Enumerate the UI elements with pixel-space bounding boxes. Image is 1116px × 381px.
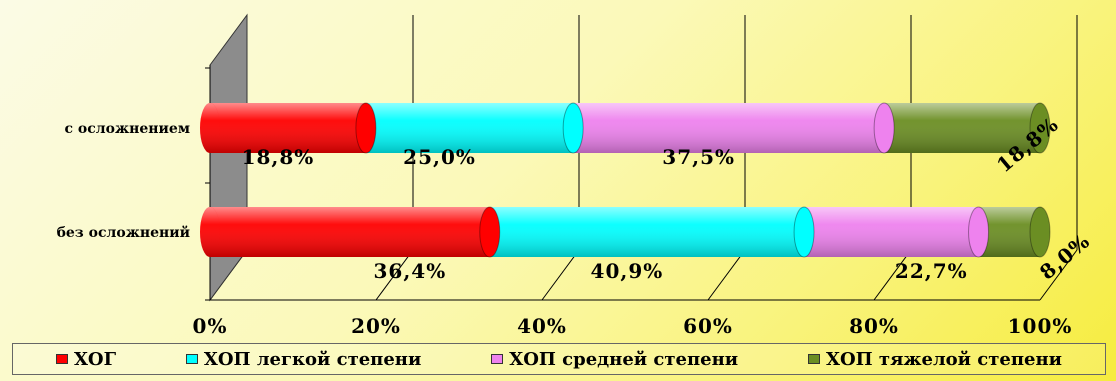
data-label: 40,9% [591, 259, 664, 283]
legend-swatch [808, 354, 820, 364]
data-label: 18,8% [242, 145, 315, 169]
bar-segment [489, 206, 815, 258]
x-tick-label: 0% [193, 314, 228, 338]
legend-item: ХОП средней степени [491, 349, 738, 370]
bars-layer [200, 102, 1051, 258]
bar-end-cap [562, 102, 584, 154]
bar-end-cap [355, 102, 377, 154]
legend-label: ХОП легкой степени [203, 348, 422, 370]
data-label: 25,0% [403, 145, 476, 169]
x-tick-label: 60% [683, 314, 733, 338]
data-label: 22,7% [895, 259, 968, 283]
legend-label: ХОП средней степени [509, 348, 739, 370]
bar-start-cap-shade [200, 207, 220, 257]
legend-label: ХОП тяжелой степени [826, 348, 1063, 370]
bar-end-cap [1029, 206, 1051, 258]
bar-segment [365, 102, 584, 154]
x-tick-label: 20% [351, 314, 401, 338]
bar-shade [210, 103, 366, 153]
category-label: без осложнений [57, 224, 190, 241]
data-label: 36,4% [374, 259, 447, 283]
legend-swatch [491, 354, 504, 364]
data-label: 37,5% [662, 145, 735, 169]
bar-end-cap [1029, 102, 1051, 154]
bar-segment [200, 206, 501, 258]
floor-gridline [541, 249, 580, 301]
bar-shade [978, 207, 1040, 257]
category-label: с осложнением [65, 121, 190, 137]
legend-swatch [185, 354, 198, 364]
bar-segment [884, 102, 1051, 154]
floor-gridline [873, 249, 912, 301]
floor-gridline [375, 249, 414, 301]
bar-start-cap-shade [200, 103, 220, 153]
bar-end-cap [968, 206, 990, 258]
bar-segment [978, 206, 1051, 258]
bar-shade [573, 103, 885, 153]
floor-gridline [1039, 249, 1078, 301]
bar-shade [365, 103, 574, 153]
bar-shade [489, 207, 805, 257]
legend-swatch [55, 354, 68, 364]
x-tick-label: 80% [849, 314, 899, 338]
bar-segment [200, 102, 377, 154]
chart-legend: ХОГ ХОП легкой степени ХОП средней степени… [12, 343, 1106, 375]
legend-label: ХОГ [73, 348, 117, 370]
chart-frame [205, 13, 1078, 302]
legend-item: ХОП легкой степени [185, 348, 422, 370]
bar-end-cap [479, 206, 501, 258]
x-tick-label: 40% [517, 314, 567, 338]
bar-segment [573, 102, 895, 154]
bar-shade [804, 207, 979, 257]
bar-end-cap [793, 206, 815, 258]
floor-gridline [707, 249, 746, 301]
legend-item: ХОГ [55, 348, 117, 370]
bar-end-cap [873, 102, 895, 154]
bar-shade [210, 207, 490, 257]
x-tick-label: 100% [1008, 314, 1073, 338]
bar-shade [884, 103, 1040, 153]
bar-segment [804, 206, 990, 258]
legend-item: ХОП тяжелой степени [808, 349, 1062, 370]
